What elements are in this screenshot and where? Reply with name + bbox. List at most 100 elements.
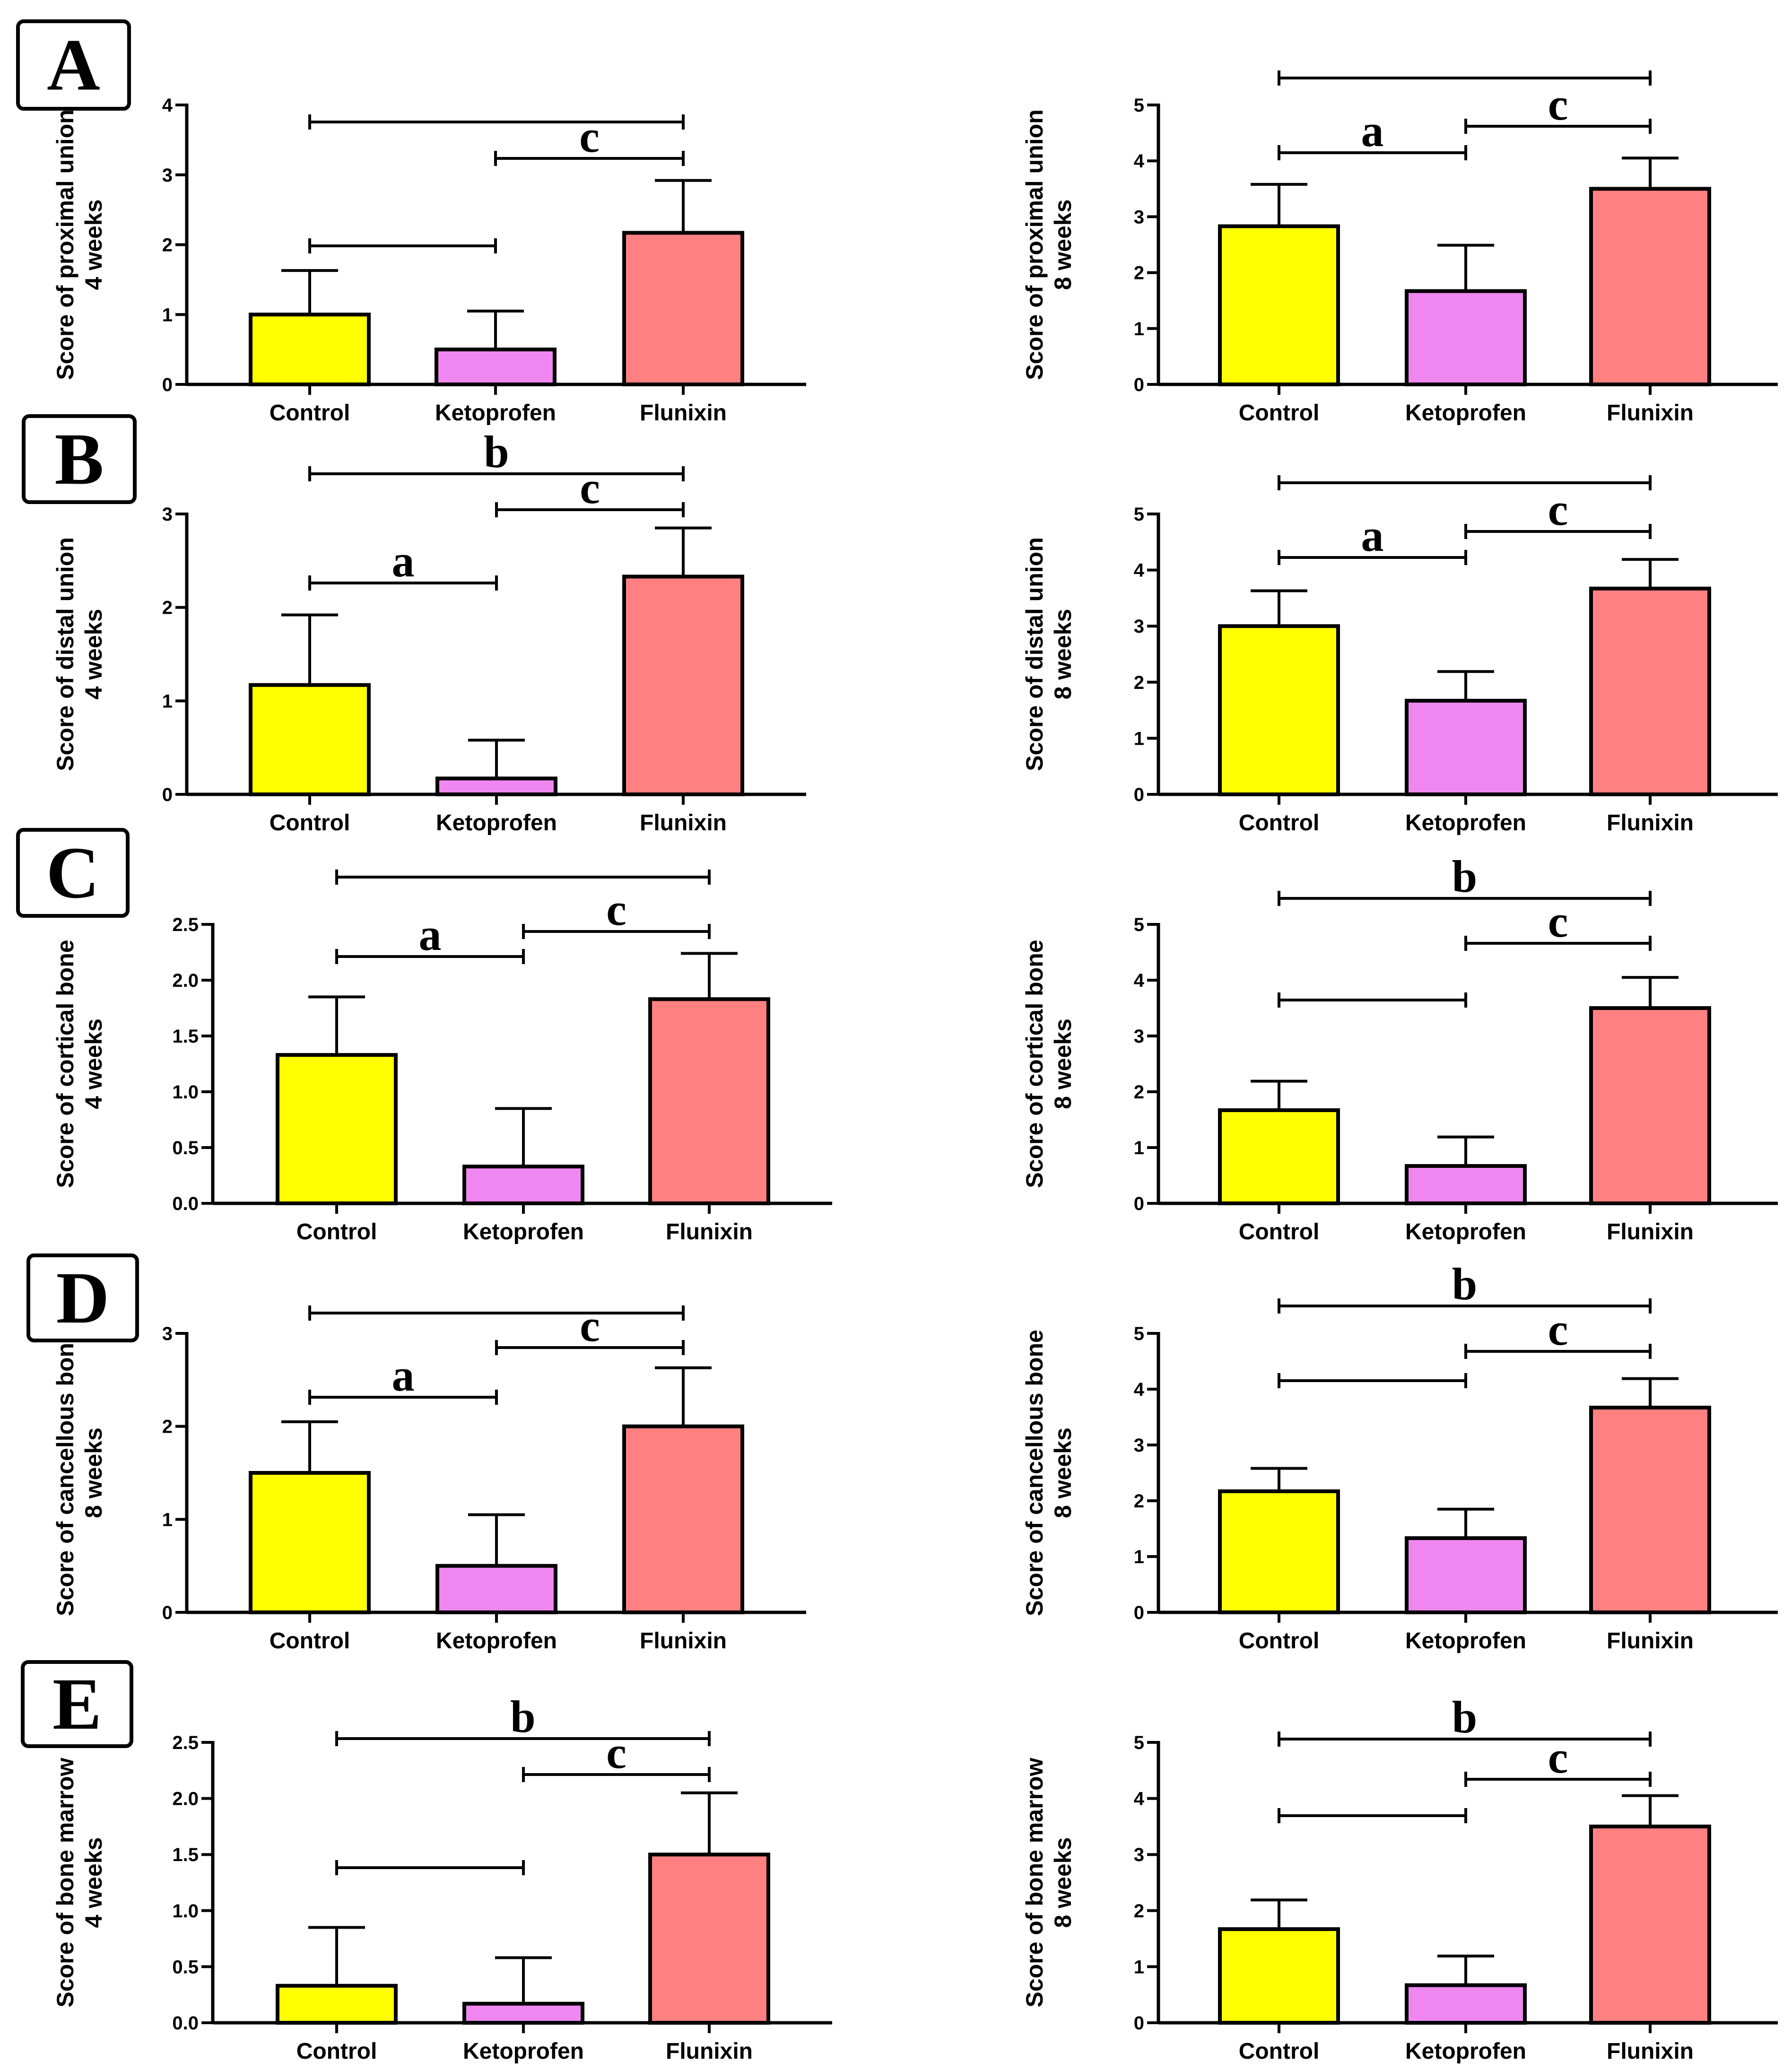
y-tick-label: 3: [1134, 616, 1144, 637]
y-tick-label: 1: [162, 1509, 173, 1530]
chart-9: 0.0 0.5 1.0 1.5 2.0 2.5 Score of bone marrow 4 …: [21, 1660, 832, 2064]
y-tick-label: 5: [1134, 1732, 1144, 1753]
y-tick-label: 0: [1134, 374, 1144, 395]
y-tick-label: 0.5: [172, 1957, 199, 1977]
y-tick-label: 5: [1134, 914, 1144, 935]
y-tick-label: 2.5: [172, 1732, 199, 1753]
x-tick-label: Ketoprofen: [435, 400, 556, 426]
y-tick-label: 2: [1134, 1901, 1144, 1922]
y-tick-label: 2: [1134, 672, 1144, 693]
y-axis-label: Score of bone marrow: [52, 1758, 78, 2007]
significance-letter: c: [1548, 896, 1568, 947]
bar-control: [1218, 1489, 1340, 1614]
panel-label-box: [26, 1253, 139, 1342]
bar-ketoprofen: [435, 348, 557, 386]
y-tick-label: 5: [1134, 504, 1144, 525]
y-tick-label: 5: [1134, 1323, 1144, 1344]
y-tick-label: 2: [1134, 1082, 1144, 1103]
y-tick-label: 4: [1134, 1789, 1145, 1810]
y-tick-label: 4: [1134, 1379, 1145, 1400]
bar-ketoprofen: [435, 1564, 557, 1615]
x-tick-label: Ketoprofen: [463, 1219, 584, 1244]
y-axis-label: Score of distal union: [1021, 537, 1048, 771]
bar-flunixin: [648, 997, 770, 1206]
x-tick-label: Ketoprofen: [436, 1628, 557, 1653]
bar-flunixin: [1589, 1405, 1711, 1614]
y-axis-label: Score of distal union: [52, 537, 78, 771]
y-tick-label: 0: [1134, 1602, 1144, 1623]
bar-ketoprofen: [462, 2001, 584, 2025]
y-tick-label: 0.0: [172, 1193, 199, 1214]
x-tick-label: Ketoprofen: [1405, 1219, 1526, 1244]
significance-letter: b: [510, 1691, 535, 1742]
x-tick-label: Flunixin: [1607, 1219, 1694, 1244]
y-axis-label: 8 weeks: [1050, 1837, 1076, 1928]
panel-label: B: [54, 418, 104, 500]
y-tick-label: 1: [1134, 728, 1144, 749]
y-axis-label: Score of cortical bone: [52, 940, 78, 1188]
x-tick-label: Flunixin: [640, 400, 727, 426]
x-tick-label: Flunixin: [666, 2039, 753, 2064]
bar-flunixin: [1589, 1006, 1711, 1205]
y-tick-label: 3: [162, 165, 173, 186]
y-tick-label: 1: [1134, 1957, 1144, 1977]
bar-flunixin: [1589, 1824, 1711, 2025]
y-axis-label: 8 weeks: [80, 1427, 107, 1518]
significance-letter: a: [392, 1350, 415, 1401]
y-tick-label: 2: [162, 1417, 173, 1437]
bar-control: [276, 1984, 398, 2025]
y-tick-label: 0: [162, 1602, 173, 1623]
chart-10: 0 1 2 3 4 5 Score of bone marrow 8 weeks Control…: [1021, 1692, 1778, 2064]
bar-flunixin: [622, 574, 744, 796]
panel-label: C: [46, 832, 100, 914]
y-axis-label: Score of proximal union: [1021, 109, 1048, 380]
x-tick-label: Control: [1239, 810, 1320, 835]
y-tick-label: 3: [1134, 1026, 1144, 1047]
significance-letter: c: [580, 1300, 600, 1351]
y-tick-label: 4: [1134, 151, 1145, 172]
x-tick-label: Control: [270, 1628, 350, 1653]
y-tick-label: 3: [162, 1323, 173, 1344]
bar-control: [276, 1053, 398, 1206]
y-tick-label: 2.5: [172, 914, 199, 935]
x-tick-label: Flunixin: [640, 1628, 727, 1653]
y-axis-label: 8 weeks: [1050, 609, 1076, 700]
y-axis-label: Score of proximal union: [52, 109, 78, 380]
y-tick-label: 3: [1134, 207, 1144, 227]
bar-ketoprofen: [1405, 1164, 1527, 1205]
y-tick-label: 3: [1134, 1845, 1144, 1865]
x-tick-label: Control: [1239, 1628, 1320, 1653]
y-tick-label: 1: [162, 305, 173, 325]
y-axis-label: 4 weeks: [80, 1018, 107, 1109]
x-tick-label: Flunixin: [666, 1219, 753, 1244]
significance-letter: c: [580, 462, 600, 513]
significance-letter: a: [1361, 510, 1384, 561]
y-tick-label: 1: [1134, 1138, 1144, 1158]
x-tick-label: Control: [1239, 2039, 1320, 2064]
y-tick-label: 2: [162, 598, 173, 618]
panel-label: E: [52, 1663, 102, 1745]
x-tick-label: Control: [1239, 400, 1320, 426]
y-axis-label: 8 weeks: [1050, 1427, 1076, 1518]
x-tick-label: Control: [296, 2039, 377, 2064]
chart-8: 0 1 2 3 4 5 Score of cancellous bone 8 weeks Con…: [1021, 1259, 1778, 1653]
chart-4: 0 1 2 3 4 5 Score of distal union 8 weeks Contro…: [1021, 475, 1778, 835]
significance-letter: a: [419, 909, 442, 960]
y-tick-label: 3: [162, 504, 173, 525]
y-tick-label: 4: [1134, 560, 1145, 581]
x-tick-label: Ketoprofen: [1405, 2039, 1526, 2064]
y-tick-label: 1: [162, 691, 173, 712]
y-tick-label: 0: [162, 784, 173, 805]
y-tick-label: 2: [1134, 1491, 1144, 1512]
significance-letter: a: [392, 536, 415, 586]
bar-flunixin: [648, 1853, 770, 2025]
y-tick-label: 3: [1134, 1435, 1144, 1456]
panel-label: A: [47, 24, 100, 106]
y-tick-label: 1.5: [172, 1845, 199, 1865]
x-tick-label: Flunixin: [1607, 400, 1694, 426]
y-tick-label: 0.5: [172, 1138, 199, 1158]
x-tick-label: Ketoprofen: [436, 810, 557, 835]
significance-letter: c: [1548, 79, 1568, 130]
bar-control: [1218, 1927, 1340, 2025]
x-tick-label: Flunixin: [1607, 810, 1694, 835]
